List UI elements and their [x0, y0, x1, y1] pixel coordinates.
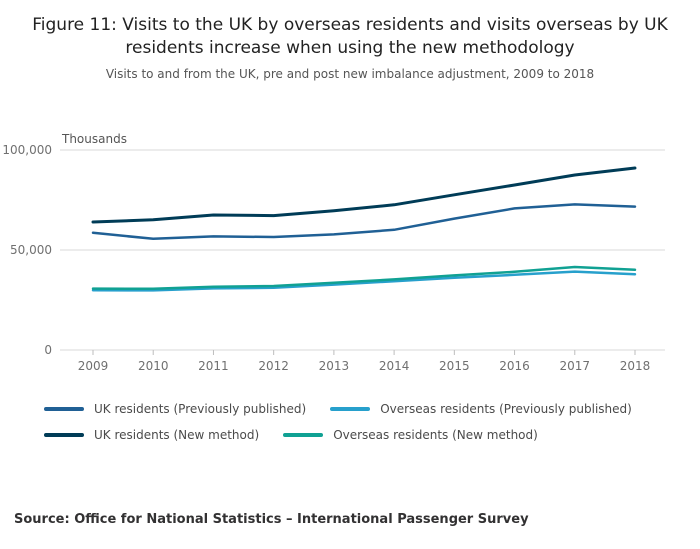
y-axis-tick-label: 100,000 [2, 143, 52, 157]
series-line-uk-residents-new-method [91, 166, 637, 224]
x-axis-tick-label: 2017 [560, 359, 591, 373]
legend-swatch-uk-residents-previously-published [44, 407, 84, 411]
x-axis-tick-label: 2015 [439, 359, 470, 373]
legend-item-overseas-residents-previously-published[interactable]: Overseas residents (Previously published… [330, 402, 632, 416]
legend-label: Overseas residents (New method) [333, 428, 538, 442]
legend-swatch-overseas-residents-previously-published [330, 407, 371, 411]
x-axis-tick-label: 2018 [620, 359, 651, 373]
legend-item-uk-residents-new-method[interactable]: UK residents (New method) [44, 428, 259, 442]
legend-label: UK residents (New method) [94, 428, 260, 442]
legend-item-uk-residents-previously-published[interactable]: UK residents (Previously published) [44, 402, 306, 416]
source-attribution: Source: Office for National Statistics –… [14, 512, 529, 527]
y-axis-unit-label: Thousands [61, 132, 127, 146]
line-chart: Thousands 0 50,000 100,000 2009 2010 2011 2012… [2, 132, 665, 373]
legend-swatch-overseas-residents-new-method [283, 433, 324, 437]
x-axis-tick-label: 2014 [379, 359, 410, 373]
series-line-overseas-residents-previously-published [91, 270, 637, 292]
series-line-overseas-residents-new-method [91, 265, 637, 291]
legend-item-overseas-residents-new-method[interactable]: Overseas residents (New method) [283, 428, 538, 442]
chart-legend: UK residents (Previously published) Overs… [44, 402, 656, 442]
legend-label: UK residents (Previously published) [94, 402, 307, 416]
chart-subtitle: Visits to and from the UK, pre and post … [105, 66, 595, 81]
legend-label: Overseas residents (Previously published… [380, 402, 632, 416]
legend-swatch-uk-residents-new-method [44, 433, 84, 437]
y-axis-tick-label: 50,000 [10, 243, 52, 257]
x-axis-tick-label: 2013 [319, 359, 350, 373]
x-axis-tick-label: 2016 [499, 359, 530, 373]
x-axis-tick-label: 2009 [78, 359, 109, 373]
x-axis-tick-label: 2012 [258, 359, 289, 373]
x-axis-tick-label: 2010 [138, 359, 169, 373]
series-line-uk-residents-previously-published [91, 203, 637, 241]
y-axis-tick-label: 0 [44, 343, 52, 357]
chart-title: Figure 11: Visits to the UK by overseas … [32, 15, 668, 58]
x-axis-tick-label: 2011 [198, 359, 229, 373]
